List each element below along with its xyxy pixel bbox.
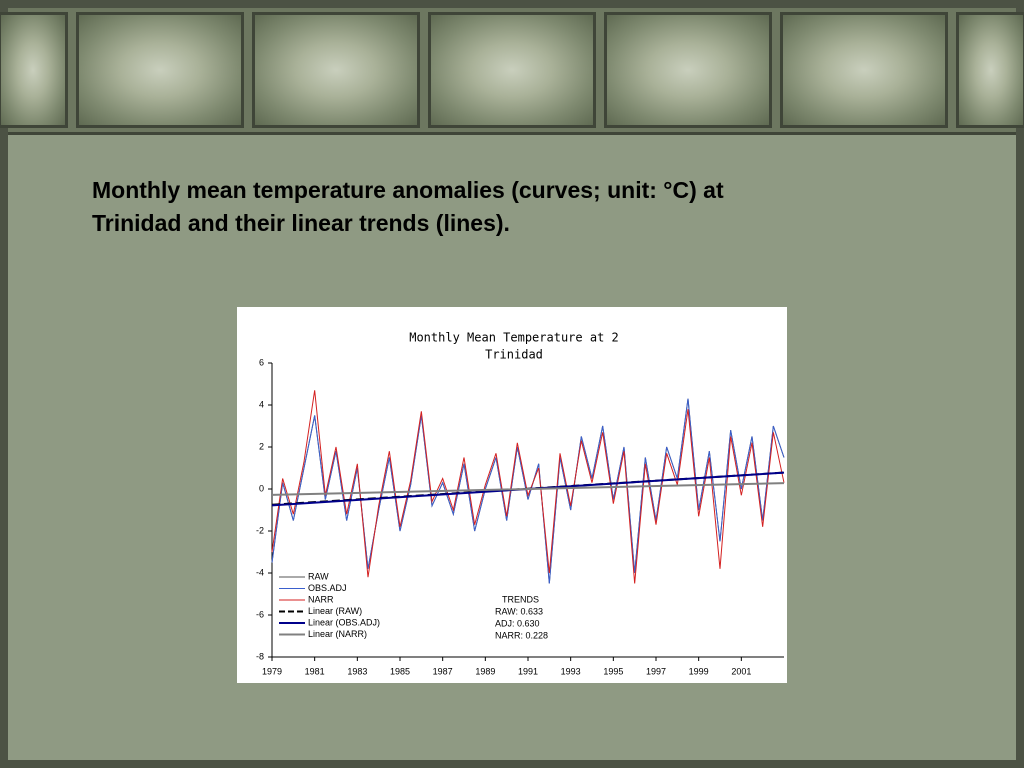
y-tick-label: -6	[256, 609, 264, 619]
y-tick-label: 4	[259, 399, 264, 409]
x-tick-label: 1989	[475, 666, 495, 676]
chart-background	[237, 307, 787, 683]
tile	[76, 12, 244, 128]
legend-label: NARR	[308, 594, 334, 604]
x-tick-label: 1985	[390, 666, 410, 676]
series-line	[271, 482, 785, 496]
legend-label: Linear (RAW)	[308, 606, 362, 616]
y-tick-label: 0	[259, 483, 264, 493]
legend-label: Linear (OBS.ADJ)	[308, 617, 380, 627]
tile	[780, 12, 948, 128]
trend-label: RAW: 0.633	[495, 606, 543, 616]
x-tick-label: 1991	[518, 666, 538, 676]
x-tick-label: 1981	[305, 666, 325, 676]
tile	[252, 12, 420, 128]
x-tick-label: 1983	[347, 666, 367, 676]
y-tick-label: 2	[259, 441, 264, 451]
chart-title: Trinidad	[485, 348, 543, 362]
tile	[0, 12, 68, 128]
trend-label: ADJ: 0.630	[495, 618, 540, 628]
x-tick-label: 1999	[689, 666, 709, 676]
chart: Monthly Mean Temperature at 2 Trinidad -…	[237, 307, 787, 683]
y-tick-label: -8	[256, 651, 264, 661]
series-line	[271, 390, 785, 584]
x-tick-label: 2001	[731, 666, 751, 676]
heading-line: Trinidad and their linear trends (lines)…	[92, 210, 510, 236]
y-tick-label: -4	[256, 567, 264, 577]
tile	[956, 12, 1024, 128]
x-tick-label: 1987	[433, 666, 453, 676]
x-tick-label: 1995	[603, 666, 623, 676]
trend-label: TRENDS	[502, 594, 539, 604]
header-band	[0, 8, 1024, 135]
chart-title: Monthly Mean Temperature at 2	[409, 331, 619, 345]
x-tick-label: 1997	[646, 666, 666, 676]
legend-label: RAW	[308, 571, 329, 581]
y-tick-label: -2	[256, 525, 264, 535]
trend-label: NARR: 0.228	[495, 630, 548, 640]
x-tick-label: 1979	[262, 666, 282, 676]
heading: Monthly mean temperature anomalies (curv…	[92, 174, 724, 240]
legend-label: OBS.ADJ	[308, 583, 347, 593]
x-tick-label: 1993	[561, 666, 581, 676]
legend-label: Linear (NARR)	[308, 629, 367, 639]
tile	[604, 12, 772, 128]
tile	[428, 12, 596, 128]
heading-line: Monthly mean temperature anomalies (curv…	[92, 177, 724, 203]
y-tick-label: 6	[259, 357, 264, 367]
